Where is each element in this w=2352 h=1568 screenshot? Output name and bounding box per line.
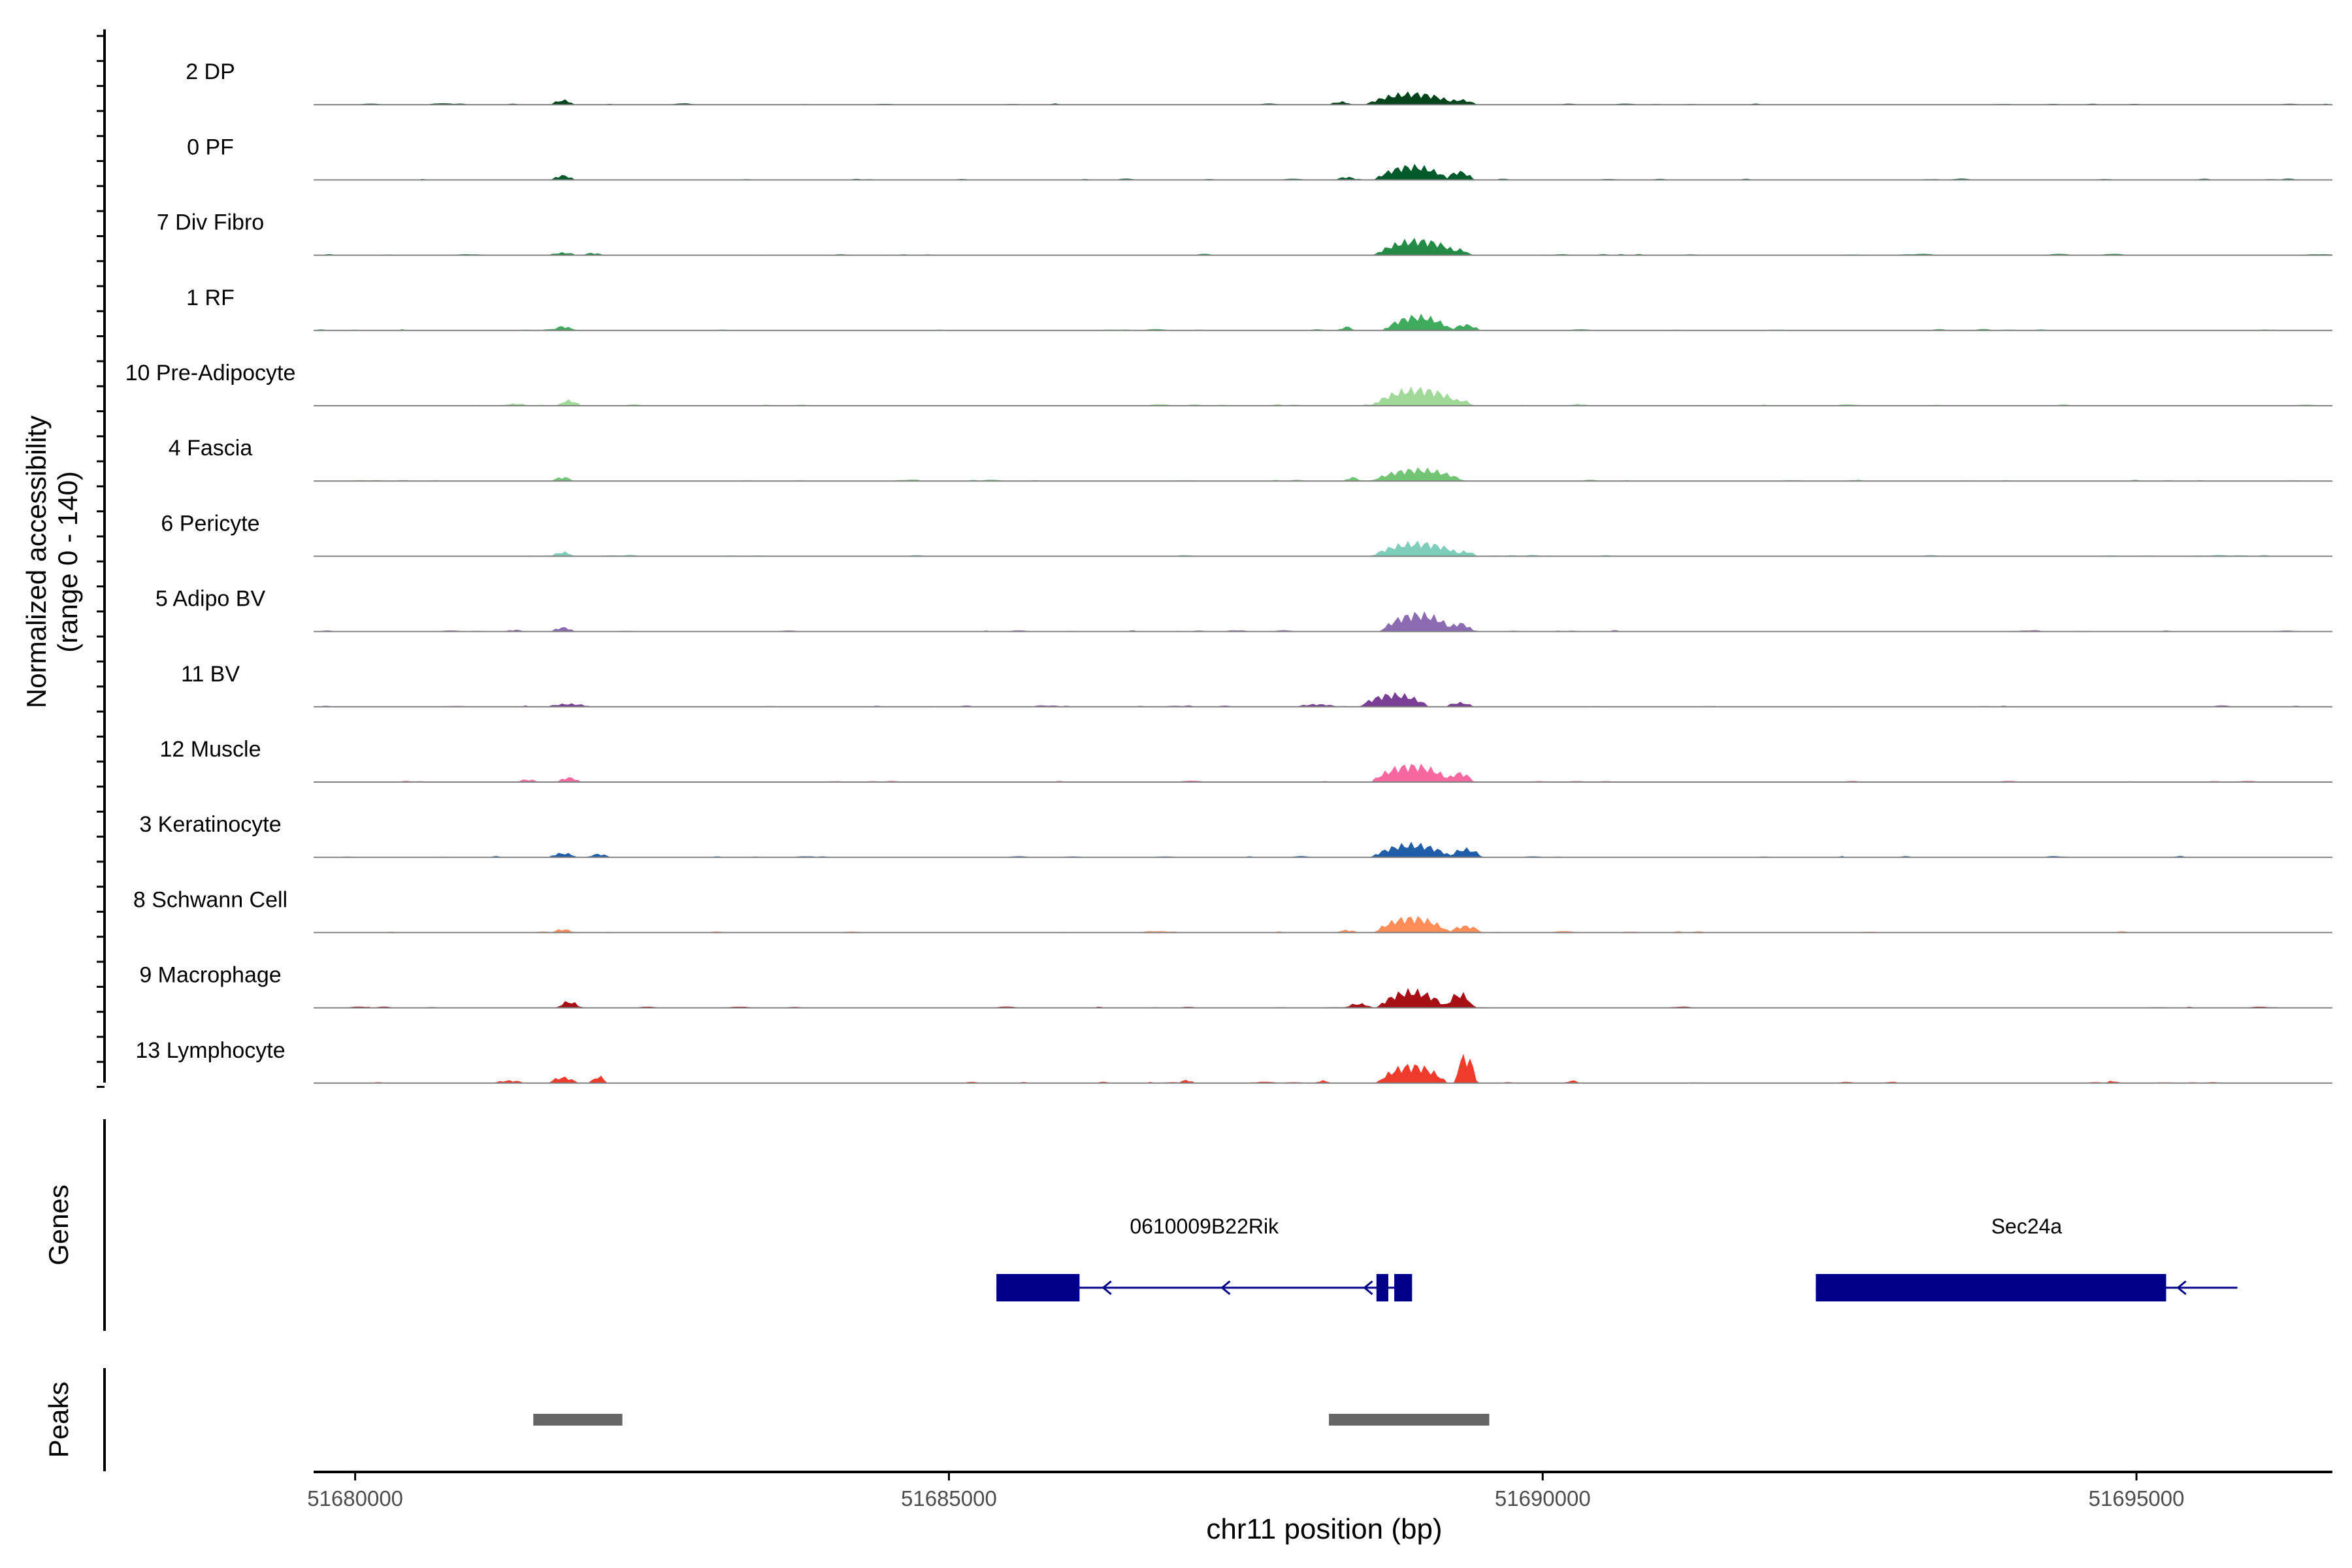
coverage-track: 1 RF [186,286,2332,331]
x-axis-ticks: 51680000 51685000 51690000 51695000 [307,1472,2185,1511]
y-axis-title-line2: (range 0 - 140) [52,471,83,653]
gene-exon [1376,1274,1388,1301]
track-label: 0 PF [187,135,234,159]
coverage-tracks: 2 DP 0 PF 7 Div Fibro 1 RF 10 Pre-Adipocyte 4… [125,59,2332,1084]
x-axis-title: chr11 position (bp) [1206,1513,1442,1545]
genes-panel-title: Genes [43,1184,74,1266]
coverage-area [314,467,2332,482]
coverage-area [314,692,2332,707]
coverage-track: 10 Pre-Adipocyte [125,361,2332,406]
coverage-area [314,988,2332,1008]
track-label: 13 Lymphocyte [135,1038,285,1063]
coverage-area [314,841,2332,858]
coverage-area [314,916,2332,933]
track-label: 9 Macrophage [139,963,281,988]
coverage-area [314,1054,2332,1083]
track-label: 11 BV [181,662,240,687]
track-label: 4 Fascia [169,436,253,461]
coverage-track: 8 Schwann Cell [133,887,2332,934]
track-label: 8 Schwann Cell [133,887,287,912]
coverage-area [314,314,2332,331]
peak-region-bar [1329,1414,1490,1426]
gene-exon [996,1274,1080,1301]
gene-label: 0610009B22Rik [1130,1215,1279,1238]
gene-exon [1394,1274,1413,1301]
coverage-track: 3 Keratinocyte [139,812,2332,858]
coverage-area [314,386,2332,406]
strand-arrow [1220,1280,1231,1296]
coverage-area [314,91,2332,105]
track-label: 7 Div Fibro [157,210,264,235]
coverage-track: 2 DP [186,59,2332,106]
coverage-track: 13 Lymphocyte [135,1038,2332,1084]
y-axis-title-line1: Normalized accessibility [21,416,52,708]
coverage-area [314,611,2332,632]
coverage-area [314,238,2332,255]
coverage-area [314,163,2332,180]
track-label: 12 Muscle [160,737,261,762]
coverage-area [314,763,2332,782]
track-label: 2 DP [186,59,235,84]
coverage-track: 6 Pericyte [161,511,2332,557]
track-label: 6 Pericyte [161,511,259,536]
gene-model: 0610009B22Rik [996,1215,1413,1301]
gene-label: Sec24a [1991,1215,2063,1238]
x-tick-label: 51685000 [901,1486,997,1511]
x-tick-label: 51690000 [1495,1486,1591,1511]
coverage-track: 11 BV [181,662,2332,708]
gene-exon [1816,1274,2166,1301]
coverage-area [314,540,2332,557]
coverage-track: 4 Fascia [169,436,2332,482]
peaks-panel-title: Peaks [43,1382,74,1458]
gene-model: Sec24a [1816,1215,2238,1301]
track-label: 10 Pre-Adipocyte [125,361,296,385]
coverage-y-ticks [97,35,105,1088]
coverage-track: 5 Adipo BV [155,587,2332,632]
strand-arrow [2176,1280,2187,1296]
peak-region-bar [533,1414,623,1426]
coverage-track: 7 Div Fibro [157,210,2332,256]
track-label: 5 Adipo BV [155,587,266,612]
coverage-track: 9 Macrophage [139,963,2332,1009]
gene-annotations: 0610009B22Rik Sec24a [996,1215,2238,1301]
strand-arrow [1102,1280,1112,1296]
x-tick-label: 51680000 [307,1486,403,1511]
track-label: 1 RF [186,286,235,310]
track-label: 3 Keratinocyte [139,812,281,837]
coverage-track: 0 PF [187,135,2332,181]
x-tick-label: 51695000 [2089,1486,2185,1511]
peak-regions [533,1414,1490,1426]
strand-arrow [1363,1280,1373,1296]
coverage-track: 12 Muscle [160,737,2332,783]
